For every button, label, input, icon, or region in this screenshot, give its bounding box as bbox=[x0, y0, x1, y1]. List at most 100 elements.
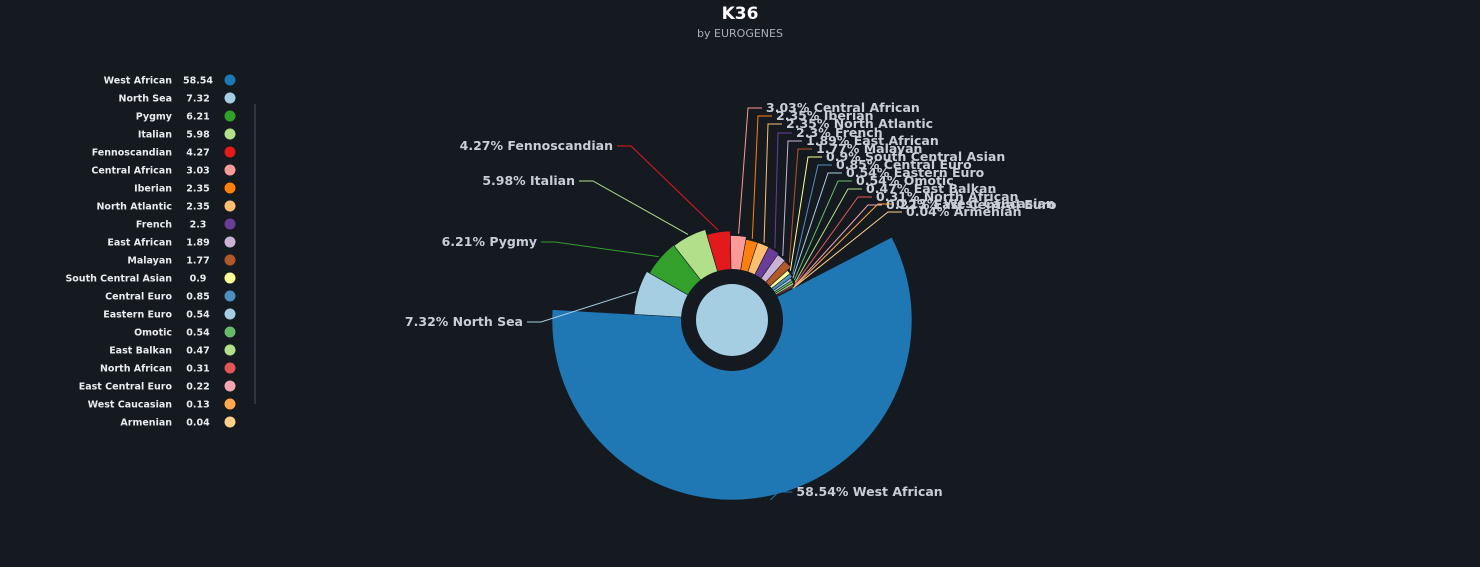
slice-label-text: 2.3% French bbox=[796, 125, 883, 140]
slice-label-eastern-euro: 0.54% Eastern Euro bbox=[792, 165, 985, 279]
slice-label-text: 0.54% Eastern Euro bbox=[846, 165, 985, 180]
legend-item-central-euro[interactable]: Central Euro 0.85 bbox=[105, 290, 236, 303]
slice-label-east-balkan: 0.47% East Balkan bbox=[794, 181, 996, 283]
slice-label-omotic: 0.54% Omotic bbox=[793, 173, 954, 281]
slice-label-text: 2.35% North Atlantic bbox=[786, 116, 933, 131]
legend-value: 5.98 bbox=[186, 130, 210, 141]
slice-label-iberian: 2.35% Iberian bbox=[751, 108, 874, 239]
legend-value: 0.54 bbox=[186, 310, 210, 321]
slice-label-pygmy: 6.21% Pygmy bbox=[442, 234, 659, 258]
legend-item-east-african[interactable]: East African 1.89 bbox=[107, 236, 236, 249]
legend-item-central-african[interactable]: Central African 3.03 bbox=[91, 164, 236, 177]
legend-swatch bbox=[224, 218, 236, 230]
legend-item-eastern-euro[interactable]: Eastern Euro 0.54 bbox=[103, 308, 236, 321]
leader-line bbox=[541, 241, 659, 258]
slice-label-text: 0.04% Armenian bbox=[906, 204, 1022, 219]
legend-value: 0.04 bbox=[186, 418, 210, 429]
legend-swatch bbox=[224, 236, 236, 248]
slice-label-central-euro: 0.85% Central Euro bbox=[792, 157, 972, 275]
legend-value: 4.27 bbox=[186, 148, 209, 159]
legend-swatch bbox=[224, 92, 236, 104]
slice-label-text: 0.54% Omotic bbox=[856, 173, 954, 188]
slice-label-text: 3.03% Central African bbox=[766, 100, 920, 115]
legend-label: Central African bbox=[91, 166, 172, 177]
legend-value: 1.89 bbox=[186, 238, 209, 249]
slice-label-west-african: 58.54% West African bbox=[770, 484, 943, 501]
legend-value: 2.3 bbox=[190, 220, 207, 231]
leader-line bbox=[794, 196, 872, 286]
leader-line bbox=[763, 123, 782, 243]
leader-line bbox=[774, 132, 792, 249]
legend-label: Eastern Euro bbox=[103, 310, 172, 321]
legend-item-south-central-asian[interactable]: South Central Asian 0.9 bbox=[65, 272, 236, 285]
chart-title: K36 bbox=[722, 4, 759, 24]
legend-label: Iberian bbox=[134, 184, 172, 195]
legend-item-french[interactable]: French 2.3 bbox=[136, 218, 236, 231]
legend-item-west-african[interactable]: West African 58.54 bbox=[104, 74, 236, 87]
slice-label-text: 1.77% Malayan bbox=[816, 141, 922, 156]
legend-swatch bbox=[224, 200, 236, 212]
legend-swatch bbox=[224, 146, 236, 158]
legend-item-north-sea[interactable]: North Sea 7.32 bbox=[119, 92, 236, 105]
legend-value: 0.22 bbox=[186, 382, 209, 393]
leader-line bbox=[579, 180, 689, 235]
slice-label-text: 5.98% Italian bbox=[482, 173, 575, 188]
legend-value: 2.35 bbox=[186, 202, 209, 213]
legend-swatch bbox=[224, 164, 236, 176]
legend-value: 0.47 bbox=[186, 346, 209, 357]
legend-value: 0.54 bbox=[186, 328, 210, 339]
legend-value: 0.13 bbox=[186, 400, 209, 411]
legend-item-north-african[interactable]: North African 0.31 bbox=[100, 362, 236, 375]
leader-line bbox=[782, 140, 802, 257]
legend-item-fennoscandian[interactable]: Fennoscandian 4.27 bbox=[92, 146, 236, 159]
legend-label: West Caucasian bbox=[88, 400, 173, 411]
legend-value: 0.85 bbox=[186, 292, 209, 303]
legend-item-north-atlantic[interactable]: North Atlantic 2.35 bbox=[96, 200, 236, 213]
legend-label: French bbox=[136, 220, 172, 231]
legend-swatch bbox=[224, 398, 236, 410]
legend-swatch bbox=[224, 182, 236, 194]
legend-item-west-caucasian[interactable]: West Caucasian 0.13 bbox=[88, 398, 236, 411]
legend-label: Malayan bbox=[127, 256, 172, 267]
legend-label: East African bbox=[107, 238, 172, 249]
leader-line bbox=[738, 107, 762, 234]
legend-value: 1.77 bbox=[186, 256, 209, 267]
legend-label: East Central Euro bbox=[79, 382, 173, 393]
legend-swatch bbox=[224, 416, 236, 428]
legend-swatch bbox=[224, 290, 236, 302]
slice-labels: 58.54% West African 7.32% North Sea 6.21% … bbox=[405, 100, 1057, 501]
legend-label: Italian bbox=[138, 130, 172, 141]
slice-label-north-atlantic: 2.35% North Atlantic bbox=[763, 116, 933, 243]
leader-line bbox=[617, 145, 719, 231]
center-disc bbox=[696, 284, 768, 356]
leader-line bbox=[788, 148, 812, 263]
slice-label-text: 0.22% East Central Euro bbox=[886, 197, 1057, 212]
slice-label-south-central-asian: 0.9% South Central Asian bbox=[789, 149, 1005, 271]
slice-label-french: 2.3% French bbox=[774, 125, 883, 249]
legend-item-east-balkan[interactable]: East Balkan 0.47 bbox=[109, 344, 236, 357]
legend-label: Omotic bbox=[134, 328, 172, 339]
legend-swatch bbox=[224, 344, 236, 356]
legend-label: Central Euro bbox=[105, 292, 172, 303]
legend-item-east-central-euro[interactable]: East Central Euro 0.22 bbox=[79, 380, 236, 393]
slice-label-text: 58.54% West African bbox=[796, 484, 942, 499]
legend-swatch bbox=[224, 362, 236, 374]
slice-label-west-caucasian: 0.13% West Caucasian bbox=[793, 196, 1055, 288]
legend-item-italian[interactable]: Italian 5.98 bbox=[138, 128, 236, 141]
slice-label-text: 0.47% East Balkan bbox=[866, 181, 996, 196]
slice-label-text: 0.9% South Central Asian bbox=[826, 149, 1005, 164]
slice-label-italian: 5.98% Italian bbox=[482, 173, 689, 235]
legend-value: 6.21 bbox=[186, 112, 209, 123]
legend-item-malayan[interactable]: Malayan 1.77 bbox=[127, 254, 236, 267]
legend-item-armenian[interactable]: Armenian 0.04 bbox=[120, 416, 236, 429]
slice-label-north-sea: 7.32% North Sea bbox=[405, 291, 637, 329]
legend-item-omotic[interactable]: Omotic 0.54 bbox=[134, 326, 236, 339]
legend-value: 58.54 bbox=[183, 76, 213, 87]
legend-swatch bbox=[224, 128, 236, 140]
slice-label-text: 0.31% North African bbox=[876, 189, 1018, 204]
legend-item-iberian[interactable]: Iberian 2.35 bbox=[134, 182, 236, 195]
leader-line bbox=[789, 156, 822, 271]
legend-item-pygmy[interactable]: Pygmy 6.21 bbox=[136, 110, 236, 123]
slice-label-fennoscandian: 4.27% Fennoscandian bbox=[460, 138, 719, 231]
leader-line bbox=[792, 164, 832, 275]
